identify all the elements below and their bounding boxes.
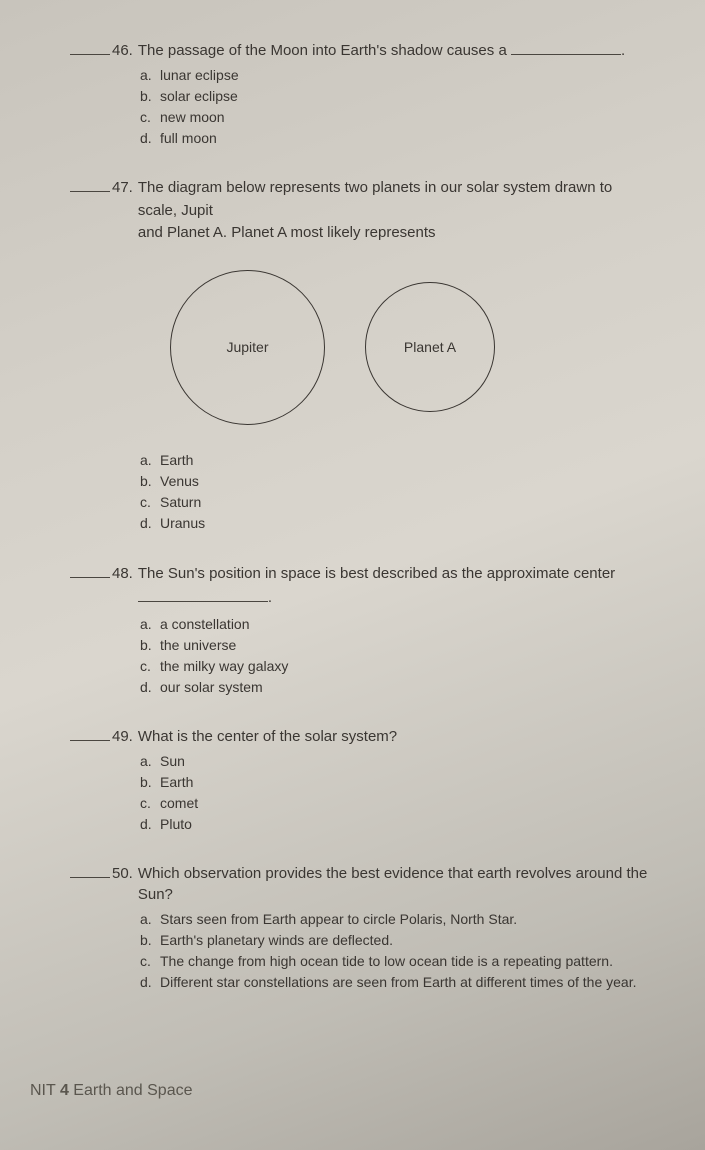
answer-blank-49[interactable] — [70, 727, 110, 741]
question-number: 49. — [112, 728, 133, 745]
option-d[interactable]: d.Different star constellations are seen… — [140, 972, 655, 993]
fill-in-blank — [138, 590, 268, 602]
question-text: The passage of the Moon into Earth's sha… — [138, 40, 655, 61]
question-47: 47. The diagram below represents two pla… — [70, 177, 655, 534]
option-a[interactable]: a.lunar eclipse — [140, 65, 655, 86]
question-text: What is the center of the solar system? — [138, 726, 655, 747]
option-c[interactable]: c.The change from high ocean tide to low… — [140, 951, 655, 972]
option-d[interactable]: d.Uranus — [140, 513, 655, 534]
question-number: 46. — [112, 42, 133, 59]
question-text: The diagram below represents two planets… — [138, 177, 655, 245]
option-d[interactable]: d.Pluto — [140, 814, 655, 835]
footer-unit: NIT 4 Earth and Space — [30, 1082, 192, 1100]
option-b[interactable]: b.solar eclipse — [140, 86, 655, 107]
option-b[interactable]: b.Venus — [140, 471, 655, 492]
options-50: a.Stars seen from Earth appear to circle… — [140, 909, 655, 993]
option-a[interactable]: a.Stars seen from Earth appear to circle… — [140, 909, 655, 930]
option-b[interactable]: b.the universe — [140, 635, 655, 656]
option-b[interactable]: b.Earth's planetary winds are deflected. — [140, 930, 655, 951]
option-c[interactable]: c.the milky way galaxy — [140, 656, 655, 677]
question-50: 50. Which observation provides the best … — [70, 863, 655, 993]
options-48: a.a constellation b.the universe c.the m… — [140, 614, 655, 698]
planet-a-circle: Planet A — [365, 282, 495, 412]
answer-blank-46[interactable] — [70, 41, 110, 55]
option-a[interactable]: a.a constellation — [140, 614, 655, 635]
fill-in-blank — [511, 43, 621, 55]
option-b[interactable]: b.Earth — [140, 772, 655, 793]
question-48: 48. The Sun's position in space is best … — [70, 562, 655, 698]
question-number: 48. — [112, 565, 133, 582]
answer-blank-47[interactable] — [70, 178, 110, 192]
question-text: The Sun's position in space is best desc… — [138, 562, 655, 610]
option-a[interactable]: a.Earth — [140, 450, 655, 471]
options-49: a.Sun b.Earth c.comet d.Pluto — [140, 751, 655, 835]
option-a[interactable]: a.Sun — [140, 751, 655, 772]
jupiter-circle: Jupiter — [170, 270, 325, 425]
question-number: 47. — [112, 179, 133, 196]
question-text: Which observation provides the best evid… — [138, 863, 655, 905]
answer-blank-50[interactable] — [70, 864, 110, 878]
planets-diagram: Jupiter Planet A — [170, 270, 655, 425]
question-46: 46. The passage of the Moon into Earth's… — [70, 40, 655, 149]
option-d[interactable]: d.full moon — [140, 128, 655, 149]
answer-blank-48[interactable] — [70, 564, 110, 578]
options-46: a.lunar eclipse b.solar eclipse c.new mo… — [140, 65, 655, 149]
option-c[interactable]: c.comet — [140, 793, 655, 814]
option-c[interactable]: c.new moon — [140, 107, 655, 128]
question-49: 49. What is the center of the solar syst… — [70, 726, 655, 835]
options-47: a.Earth b.Venus c.Saturn d.Uranus — [140, 450, 655, 534]
question-number: 50. — [112, 865, 133, 882]
option-d[interactable]: d.our solar system — [140, 677, 655, 698]
option-c[interactable]: c.Saturn — [140, 492, 655, 513]
